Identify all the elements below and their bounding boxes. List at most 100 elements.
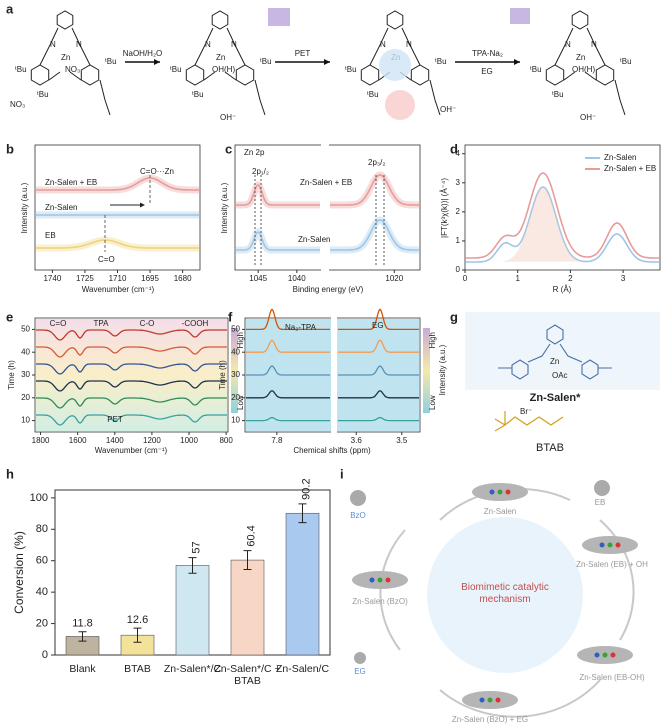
ring	[30, 64, 50, 86]
annotation: C=O	[50, 319, 67, 328]
atom-label: ᵗBu	[260, 57, 272, 66]
molecule-model	[350, 490, 366, 506]
x-tick-label: Zn-Salen*/C + BTAB	[214, 663, 281, 687]
annotation: C=O···Zn	[140, 167, 174, 176]
curve	[36, 397, 227, 409]
y-tick-label: 1	[456, 236, 461, 245]
atom-label: N	[591, 40, 597, 49]
ring	[571, 10, 589, 30]
curve-band	[330, 216, 419, 254]
axis-title: |FT(k³χ(k))| (Å⁻⁴)	[440, 178, 449, 238]
x-tick-label: 1	[515, 274, 520, 283]
curve	[338, 365, 419, 376]
x-tick-label: 1710	[109, 274, 127, 283]
y-tick-label: 10	[21, 416, 30, 425]
compound-name: BTAB	[536, 442, 564, 454]
arrow-head	[140, 202, 145, 208]
molecule	[30, 10, 111, 116]
x-tick-label: 7.8	[271, 436, 283, 445]
reagent-label: NaOH/H₂O	[123, 49, 163, 58]
data-label: 60.4	[245, 525, 257, 546]
x-tick-label: 3.5	[396, 436, 408, 445]
curve	[36, 346, 227, 358]
x-tick-label: 1200	[143, 436, 161, 445]
curve	[36, 177, 199, 191]
structure	[498, 324, 612, 380]
axis-title: Time (h)	[218, 360, 227, 390]
bond	[39, 27, 111, 116]
error-bar	[133, 627, 142, 643]
annotation: Na₂-TPA	[285, 323, 317, 332]
colorbar	[423, 328, 430, 413]
structure	[494, 411, 564, 432]
atom-label: N	[380, 40, 386, 49]
curve	[246, 339, 330, 353]
atom-label: ᵗBu	[37, 90, 49, 99]
molecule-model	[594, 480, 610, 496]
atom	[610, 652, 616, 658]
curve	[246, 416, 330, 422]
x-tick-label: 3	[621, 274, 626, 283]
atom	[479, 697, 485, 703]
x-tick-label: 1400	[106, 436, 124, 445]
atom-label: ᵗBu	[367, 90, 379, 99]
compound-name: Zn-Salen*	[530, 392, 581, 404]
x-tick-label: BTAB	[124, 663, 151, 675]
heat	[36, 319, 227, 431]
atom-label: Zn	[216, 53, 225, 62]
x-tick-label: 1800	[32, 436, 50, 445]
atom-label: ᵗBu	[15, 65, 27, 74]
atom-label: N	[205, 40, 211, 49]
atom-label: ᵗBu	[530, 65, 542, 74]
state-label: Zn-Salen (BzO)	[352, 597, 408, 606]
annotation: EB	[45, 231, 56, 240]
y-tick-label: 40	[36, 586, 48, 598]
molecule-model	[354, 652, 366, 664]
atom-label: OAc	[552, 371, 568, 380]
y-tick-label: 80	[36, 523, 48, 535]
annotation: Zn-Salen + EB	[300, 178, 352, 187]
x-tick-label: 1695	[141, 274, 159, 283]
atom	[615, 542, 621, 548]
axis-title: Binding energy (eV)	[293, 285, 364, 294]
annotation: TPA	[94, 319, 110, 328]
atom-label: Zn	[61, 53, 70, 62]
atom-label: N	[76, 40, 82, 49]
atom	[607, 542, 613, 548]
error-bar	[78, 631, 87, 642]
curve	[236, 231, 320, 251]
x-tick-label: Blank	[69, 663, 96, 675]
ring	[56, 10, 74, 30]
colorbar	[231, 328, 238, 413]
x-tick-label: 0	[463, 274, 468, 283]
ring	[410, 64, 430, 86]
atom-label: N	[231, 40, 237, 49]
molecule	[545, 10, 626, 116]
ring	[595, 64, 615, 86]
ring	[235, 64, 255, 86]
axis-break	[331, 314, 337, 436]
panel-label: e	[6, 309, 13, 324]
annotation: Zn-Salen + EB	[45, 178, 97, 187]
curve	[338, 416, 419, 422]
atom-label: N	[406, 40, 412, 49]
reagent-label: PET	[295, 49, 311, 58]
curve	[36, 380, 227, 392]
x-tick-label: 2	[568, 274, 573, 283]
x-tick-label: 1020	[385, 274, 403, 283]
atom-label: Zn	[550, 357, 559, 366]
axis-title: Wavenumber (cm⁻¹)	[95, 446, 168, 455]
curve	[330, 219, 419, 251]
y-tick-label: 2	[456, 207, 461, 216]
atom	[495, 697, 501, 703]
curve-band	[36, 236, 199, 252]
ring	[80, 64, 100, 86]
bond	[194, 27, 266, 116]
ring	[185, 64, 205, 86]
atom-label: OH⁻	[220, 113, 236, 122]
legend-label: Zn-Salen	[604, 153, 636, 162]
colorbar-label: Low	[428, 395, 437, 410]
axis-title: Intensity (a.u.)	[20, 182, 29, 233]
area	[500, 187, 585, 262]
